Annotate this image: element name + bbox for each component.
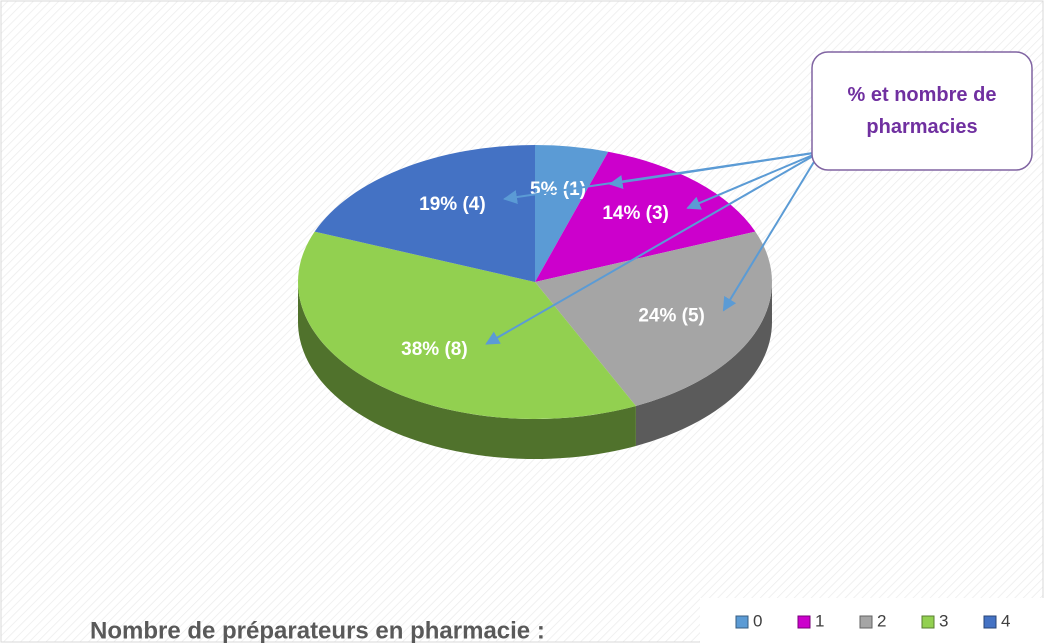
annotation-arrows — [485, 151, 821, 345]
legend-label: 0 — [753, 611, 762, 630]
legend-label: 2 — [877, 611, 886, 630]
annotation-arrow — [722, 151, 821, 312]
annotation-arrow — [686, 151, 821, 210]
legend-swatch — [983, 615, 997, 629]
slice — [298, 231, 636, 419]
data-label: 24% (5) — [638, 305, 705, 326]
legend-title: Nombre de préparateurs en pharmacie : — [90, 617, 545, 643]
data-label: 19% (4) — [419, 194, 486, 215]
slice — [535, 231, 773, 406]
annotation-arrow — [503, 151, 821, 205]
legend-label: 4 — [1001, 611, 1010, 630]
slice — [535, 151, 756, 282]
annotation-arrow — [485, 151, 821, 345]
legend-swatch — [859, 615, 873, 629]
legend-swatch — [735, 615, 749, 629]
legend: 0 1 2 3 4 — [735, 611, 1010, 630]
annotation: % et nombre de pharmacies — [847, 84, 997, 138]
data-label: 38% (8) — [401, 339, 468, 360]
slice-side — [298, 282, 636, 459]
pie: 5% (1) 14% (3) 24% (5) 38% (8) 19% (4) — [298, 145, 773, 459]
data-label: 14% (3) — [602, 203, 669, 224]
legend-label: 1 — [815, 611, 824, 630]
annotation-box — [811, 51, 1033, 171]
data-label: 5% (1) — [530, 179, 586, 200]
annotation-text: % et nombre de pharmacies — [847, 84, 997, 138]
slice — [314, 145, 535, 282]
legend-swatch — [797, 615, 811, 629]
slice-side — [635, 282, 772, 446]
legend-label: 3 — [939, 611, 948, 630]
slice — [535, 145, 609, 282]
legend-swatch — [921, 615, 935, 629]
